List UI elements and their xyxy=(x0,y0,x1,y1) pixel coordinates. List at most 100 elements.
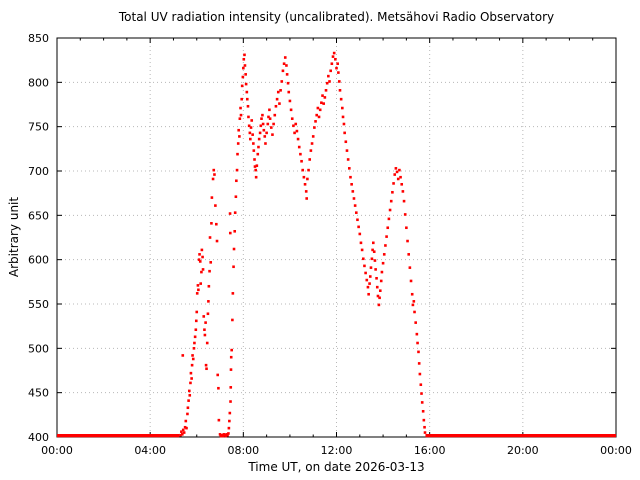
data-point xyxy=(348,167,351,170)
data-point xyxy=(406,239,409,243)
data-point xyxy=(228,231,232,235)
data-point xyxy=(201,268,205,271)
data-point xyxy=(197,258,201,261)
data-point xyxy=(283,56,287,59)
data-point xyxy=(234,195,238,199)
data-point xyxy=(334,57,337,61)
data-point xyxy=(226,433,229,437)
data-point xyxy=(262,128,266,132)
data-point xyxy=(310,142,314,145)
data-point xyxy=(251,133,254,136)
data-point xyxy=(411,303,415,307)
x-tick-label: 12:00 xyxy=(321,444,353,457)
data-point xyxy=(203,333,207,337)
data-point xyxy=(308,158,312,161)
data-point xyxy=(372,241,375,245)
data-point xyxy=(206,312,210,316)
data-point xyxy=(302,175,306,179)
data-point xyxy=(345,149,349,152)
data-point xyxy=(288,99,292,103)
data-point xyxy=(421,409,425,413)
data-point xyxy=(341,106,344,110)
data-point xyxy=(228,411,232,415)
data-point xyxy=(258,131,262,135)
data-point xyxy=(240,84,244,88)
data-point xyxy=(211,177,215,181)
data-point xyxy=(181,354,185,357)
data-point xyxy=(248,131,252,135)
data-point xyxy=(210,196,214,199)
data-point xyxy=(198,253,201,256)
data-point xyxy=(365,278,369,282)
data-point xyxy=(207,300,210,303)
data-point xyxy=(229,355,233,359)
data-point xyxy=(231,318,234,322)
data-point xyxy=(189,371,193,375)
data-point xyxy=(341,115,345,119)
data-point xyxy=(190,363,194,367)
data-point xyxy=(216,373,220,377)
data-point xyxy=(391,190,394,194)
data-point xyxy=(186,412,189,416)
data-point xyxy=(235,168,239,172)
data-point xyxy=(243,53,246,57)
data-point xyxy=(287,90,291,94)
data-point xyxy=(185,426,188,430)
data-point xyxy=(281,69,285,73)
data-point xyxy=(255,164,259,167)
data-point xyxy=(316,106,320,110)
data-point xyxy=(313,126,316,129)
data-point xyxy=(268,108,271,112)
data-point xyxy=(358,232,362,236)
data-point xyxy=(422,418,426,422)
x-tick-label: 04:00 xyxy=(134,444,166,457)
data-point xyxy=(197,288,200,292)
x-tick-label: 00:00 xyxy=(41,444,73,457)
data-point xyxy=(200,248,204,252)
data-point xyxy=(305,197,308,200)
data-point xyxy=(343,131,346,135)
y-tick-label: 700 xyxy=(28,165,49,178)
data-point xyxy=(414,321,417,324)
x-tick-label: 20:00 xyxy=(507,444,539,457)
data-point xyxy=(336,62,339,66)
data-point xyxy=(386,226,390,230)
data-point xyxy=(261,113,264,117)
data-point xyxy=(299,152,302,156)
data-point xyxy=(337,80,341,83)
data-point xyxy=(342,122,346,126)
data-point xyxy=(229,386,233,389)
data-point xyxy=(352,197,356,200)
data-point xyxy=(338,89,342,92)
data-point xyxy=(300,159,303,163)
data-point xyxy=(266,122,270,126)
data-point xyxy=(187,399,190,402)
data-point xyxy=(359,241,363,245)
data-point xyxy=(254,175,258,179)
data-point xyxy=(357,225,360,229)
data-point xyxy=(394,167,398,170)
data-point xyxy=(204,321,207,324)
data-point xyxy=(261,122,265,126)
data-point xyxy=(344,140,348,144)
data-point xyxy=(398,168,401,172)
data-point xyxy=(322,102,325,105)
data-point xyxy=(194,319,198,323)
data-point xyxy=(332,51,336,55)
data-point xyxy=(379,279,383,283)
data-point xyxy=(361,257,365,261)
data-point xyxy=(285,64,288,67)
data-point xyxy=(235,179,238,183)
chart-title: Total UV radiation intensity (uncalibrat… xyxy=(118,10,555,24)
y-tick-label: 550 xyxy=(28,298,49,311)
data-point xyxy=(236,142,240,145)
data-point xyxy=(374,268,377,271)
data-point xyxy=(181,428,185,432)
data-point xyxy=(253,165,257,168)
data-point xyxy=(195,310,199,314)
data-point xyxy=(201,255,204,259)
data-point xyxy=(238,135,241,138)
data-point xyxy=(214,204,217,207)
data-point xyxy=(378,296,381,300)
data-point xyxy=(388,208,392,212)
